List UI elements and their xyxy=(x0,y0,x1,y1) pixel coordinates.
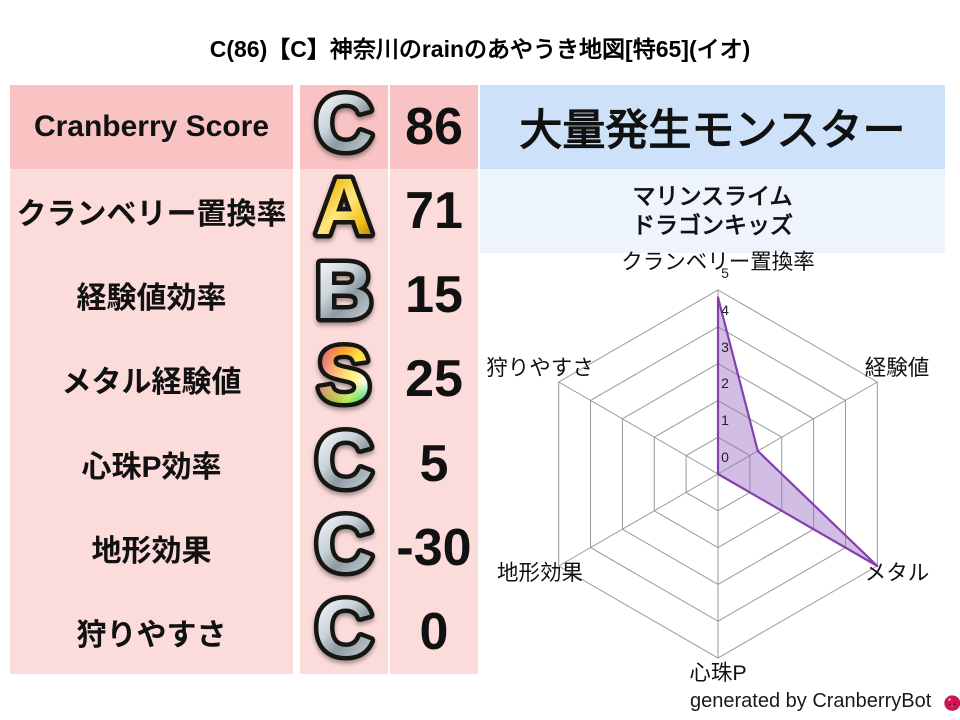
svg-text:クランベリー置換率: クランベリー置換率 xyxy=(621,250,815,274)
svg-text:狩りやすさ: 狩りやすさ xyxy=(486,356,594,380)
svg-text:1: 1 xyxy=(721,412,729,428)
svg-text:3: 3 xyxy=(721,339,729,355)
svg-text:経験値: 経験値 xyxy=(865,356,930,380)
svg-text:0: 0 xyxy=(721,449,729,465)
svg-text:4: 4 xyxy=(721,302,729,318)
svg-text:地形効果: 地形効果 xyxy=(497,561,583,585)
svg-text:心珠P: 心珠P xyxy=(689,661,746,685)
svg-text:メタル: メタル xyxy=(865,561,930,585)
svg-text:2: 2 xyxy=(721,375,729,391)
